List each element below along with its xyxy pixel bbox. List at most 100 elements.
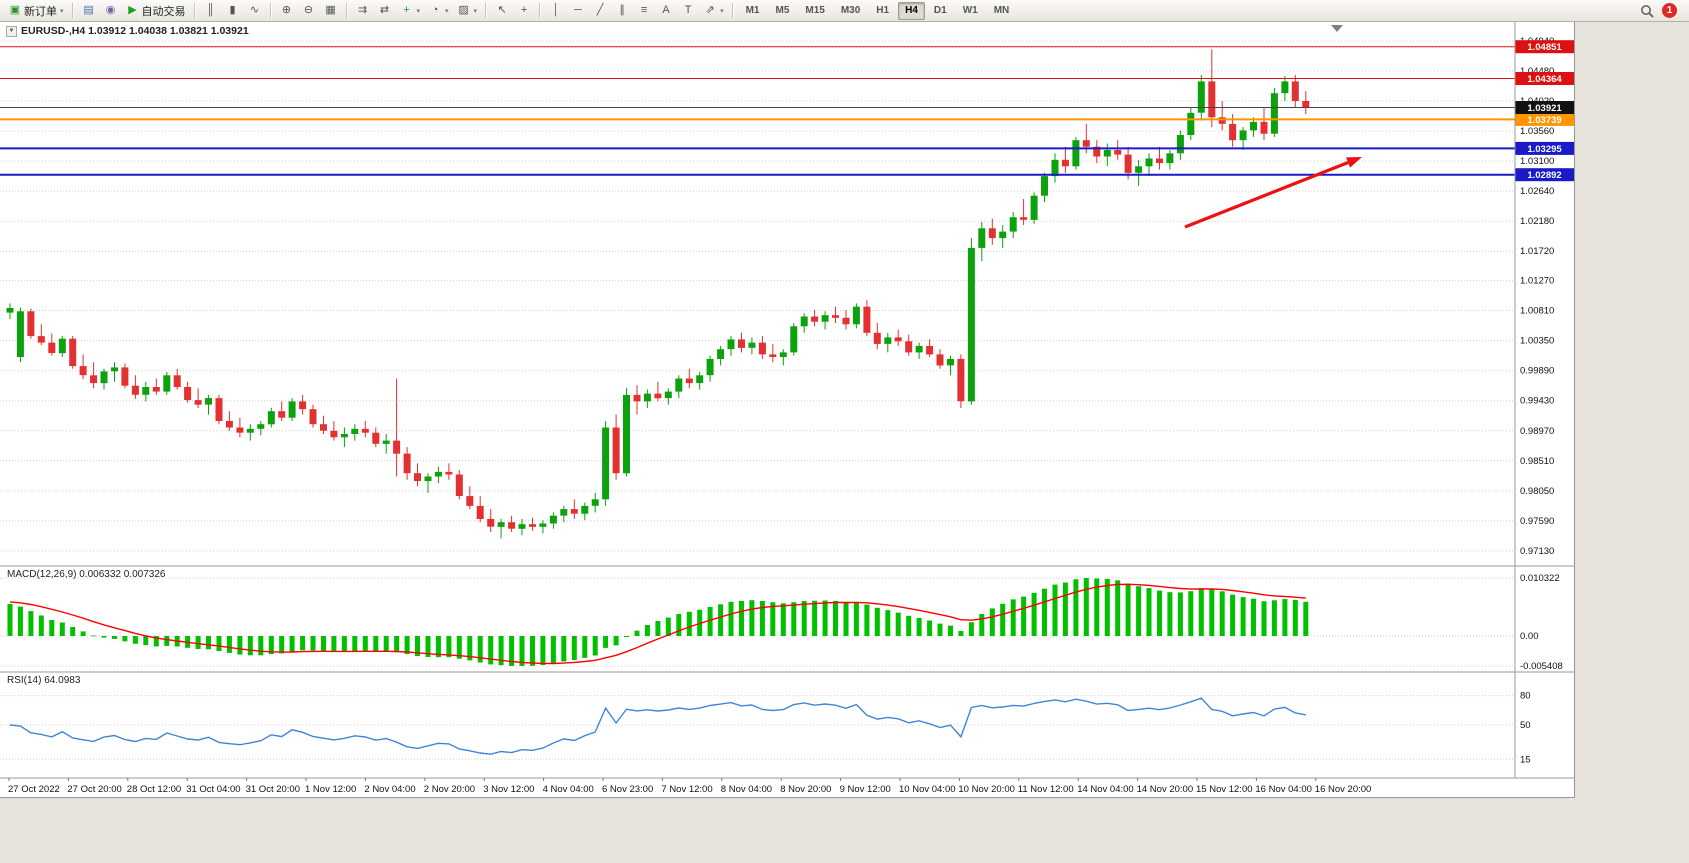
chart-shift-button[interactable]: ⇄ bbox=[374, 1, 396, 20]
chart-shift-icon: ⇄ bbox=[379, 4, 390, 16]
candle-body bbox=[278, 411, 286, 418]
one-click-trading-toggle[interactable]: ▼ bbox=[6, 25, 17, 37]
timeframe-d1-button[interactable]: D1 bbox=[927, 2, 954, 20]
price-axis-label: 0.97130 bbox=[1520, 546, 1554, 557]
timeframe-m1-button[interactable]: M1 bbox=[739, 2, 767, 20]
candle-body bbox=[769, 354, 777, 357]
rsi-header: RSI(14) 64.0983 bbox=[7, 675, 81, 686]
auto-scroll-button[interactable]: ⇉ bbox=[352, 1, 374, 20]
timeframe-mn-button[interactable]: MN bbox=[987, 2, 1017, 20]
macd-bar bbox=[1094, 578, 1100, 636]
cursor-button[interactable]: ↖ bbox=[491, 1, 513, 20]
macd-bar bbox=[498, 636, 504, 666]
macd-bar bbox=[1021, 596, 1027, 636]
macd-bar bbox=[895, 612, 901, 636]
macd-bar bbox=[362, 636, 368, 651]
chart-window[interactable]: 1.049401.044801.040201.035601.031001.026… bbox=[0, 22, 1575, 798]
candle-body bbox=[1093, 146, 1101, 157]
macd-bar bbox=[833, 600, 838, 636]
fibonacci-icon: ≡ bbox=[640, 4, 648, 16]
macd-bar bbox=[906, 615, 912, 636]
crosshair-button[interactable]: + bbox=[513, 1, 535, 20]
candle-body bbox=[1030, 195, 1038, 220]
price-axis-label: 1.02180 bbox=[1520, 216, 1554, 227]
candle-body bbox=[1218, 117, 1226, 124]
search-icon bbox=[1641, 4, 1654, 18]
macd-axis-label: 0.010322 bbox=[1520, 573, 1560, 584]
candle-body bbox=[539, 523, 547, 527]
trendline-button[interactable]: ╱ bbox=[589, 1, 611, 20]
toolbar-separator bbox=[731, 3, 734, 18]
candlestick-chart-button[interactable]: ▮ bbox=[222, 1, 244, 20]
auto-trading-button[interactable]: ▶ 自动交易 bbox=[122, 1, 190, 20]
tile-windows-button[interactable]: ▦ bbox=[320, 1, 342, 20]
candle-body bbox=[957, 358, 965, 402]
candle-body bbox=[664, 391, 672, 399]
timeframe-h4-button[interactable]: H4 bbox=[898, 1, 925, 20]
candle-body bbox=[403, 453, 411, 474]
chart-canvas[interactable]: 1.049401.044801.040201.035601.031001.026… bbox=[0, 22, 1575, 798]
candle-body bbox=[852, 306, 860, 325]
zoom-out-button[interactable]: ⊖ bbox=[298, 1, 320, 20]
macd-bar bbox=[300, 636, 306, 651]
candle-body bbox=[570, 509, 578, 514]
timeframe-w1-button[interactable]: W1 bbox=[956, 2, 985, 20]
new-order-button[interactable]: ▣ 新订单 ▾ bbox=[4, 1, 68, 20]
candle-body bbox=[16, 311, 24, 357]
macd-bar bbox=[352, 636, 358, 652]
chart-shift-marker[interactable] bbox=[1331, 25, 1343, 32]
macd-bar bbox=[38, 615, 44, 636]
templates-button[interactable]: ▨ ▾ bbox=[453, 1, 482, 20]
channel-button[interactable]: ∥ bbox=[611, 1, 633, 20]
candle-body bbox=[299, 401, 307, 410]
timeframe-m30-button[interactable]: M30 bbox=[834, 2, 867, 20]
bar-chart-button[interactable]: ║ bbox=[200, 1, 222, 20]
text-button[interactable]: A bbox=[655, 1, 677, 20]
timeframe-m15-button[interactable]: M15 bbox=[798, 2, 831, 20]
rsi-axis-label: 80 bbox=[1520, 691, 1531, 702]
macd-bar bbox=[530, 636, 535, 666]
add-indicator-button[interactable]: + ▾ bbox=[396, 1, 425, 20]
fibonacci-button[interactable]: ≡ bbox=[633, 1, 655, 20]
cursor-icon: ↖ bbox=[497, 4, 507, 16]
candle-body bbox=[623, 394, 630, 474]
zoom-in-button[interactable]: ⊕ bbox=[276, 1, 298, 20]
macd-bar bbox=[216, 636, 222, 652]
candle-body bbox=[633, 394, 641, 402]
text-label-button[interactable]: T bbox=[677, 1, 699, 20]
toolbar-separator bbox=[269, 3, 272, 18]
arrow-tools-button[interactable]: ⇗ ▾ bbox=[699, 1, 728, 20]
periods-button[interactable]: ◔ ▾ bbox=[424, 1, 453, 20]
timeframe-h1-button[interactable]: H1 bbox=[869, 2, 896, 20]
auto-trading-button-label: 自动交易 bbox=[141, 5, 186, 18]
toolbar-separator bbox=[193, 3, 196, 18]
macd-bar bbox=[1104, 578, 1110, 636]
candle-body bbox=[455, 474, 463, 496]
zoom-in-icon: ⊕ bbox=[281, 4, 292, 16]
price-axis[interactable] bbox=[1515, 22, 1575, 778]
data-window-button[interactable]: ◉ bbox=[100, 1, 122, 20]
candle-body bbox=[800, 316, 808, 327]
macd-bar bbox=[383, 636, 389, 652]
profiles-button[interactable]: ▤ bbox=[78, 1, 100, 20]
candle-body bbox=[466, 496, 474, 506]
macd-bar bbox=[1052, 584, 1058, 636]
vertical-line-button[interactable]: │ bbox=[545, 1, 567, 20]
candle-body bbox=[832, 315, 839, 318]
notification-badge[interactable]: 1 bbox=[1662, 3, 1677, 18]
search-button[interactable] bbox=[1636, 1, 1658, 20]
text-label-icon: T bbox=[684, 4, 692, 16]
horizontal-line-button[interactable]: ─ bbox=[567, 1, 589, 20]
crosshair-icon: + bbox=[520, 4, 528, 16]
line-chart-button[interactable]: ∿ bbox=[244, 1, 266, 20]
time-axis[interactable] bbox=[0, 778, 1575, 798]
trend-arrow-line[interactable] bbox=[1184, 161, 1349, 229]
candle-body bbox=[790, 326, 798, 353]
macd-bar bbox=[1219, 591, 1225, 636]
price-axis-label: 1.03560 bbox=[1520, 126, 1554, 137]
macd-bar bbox=[1177, 592, 1183, 636]
candle-body bbox=[372, 432, 380, 444]
macd-bar bbox=[843, 602, 849, 636]
macd-bar bbox=[519, 636, 525, 666]
timeframe-m5-button[interactable]: M5 bbox=[768, 2, 796, 20]
